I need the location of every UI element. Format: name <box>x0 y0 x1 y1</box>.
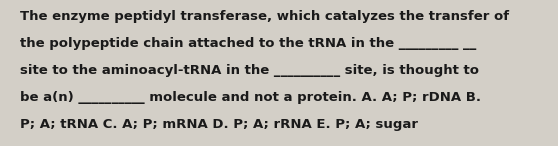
Text: be a(n) __________ molecule and not a protein. A. A; P; rDNA B.: be a(n) __________ molecule and not a pr… <box>20 91 480 104</box>
Text: the polypeptide chain attached to the tRNA in the _________ __: the polypeptide chain attached to the tR… <box>20 37 476 50</box>
Text: The enzyme peptidyl transferase, which catalyzes the transfer of: The enzyme peptidyl transferase, which c… <box>20 10 509 23</box>
Text: site to the aminoacyl-tRNA in the __________ site, is thought to: site to the aminoacyl-tRNA in the ______… <box>20 64 479 77</box>
Text: P; A; tRNA C. A; P; mRNA D. P; A; rRNA E. P; A; sugar: P; A; tRNA C. A; P; mRNA D. P; A; rRNA E… <box>20 118 417 131</box>
